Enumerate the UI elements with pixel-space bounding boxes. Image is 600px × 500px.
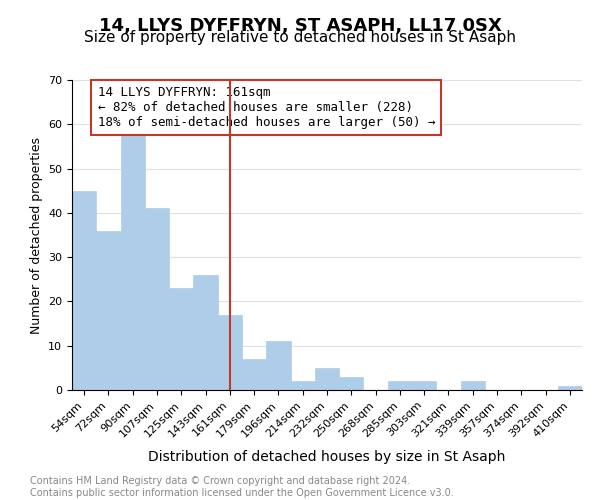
Bar [218, 314, 242, 390]
Bar [266, 342, 290, 390]
Bar [72, 190, 96, 390]
Y-axis label: Number of detached properties: Number of detached properties [29, 136, 43, 334]
Bar [558, 386, 582, 390]
Text: Size of property relative to detached houses in St Asaph: Size of property relative to detached ho… [84, 30, 516, 45]
Bar [145, 208, 169, 390]
Text: 14 LLYS DYFFRYN: 161sqm
← 82% of detached houses are smaller (228)
18% of semi-d: 14 LLYS DYFFRYN: 161sqm ← 82% of detache… [97, 86, 435, 129]
Text: Contains HM Land Registry data © Crown copyright and database right 2024.
Contai: Contains HM Land Registry data © Crown c… [30, 476, 454, 498]
X-axis label: Distribution of detached houses by size in St Asaph: Distribution of detached houses by size … [148, 450, 506, 464]
Bar [412, 381, 436, 390]
Bar [242, 359, 266, 390]
Bar [96, 230, 121, 390]
Bar [290, 381, 315, 390]
Text: 14, LLYS DYFFRYN, ST ASAPH, LL17 0SX: 14, LLYS DYFFRYN, ST ASAPH, LL17 0SX [98, 18, 502, 36]
Bar [169, 288, 193, 390]
Bar [461, 381, 485, 390]
Bar [193, 275, 218, 390]
Bar [315, 368, 339, 390]
Bar [121, 133, 145, 390]
Bar [339, 376, 364, 390]
Bar [388, 381, 412, 390]
